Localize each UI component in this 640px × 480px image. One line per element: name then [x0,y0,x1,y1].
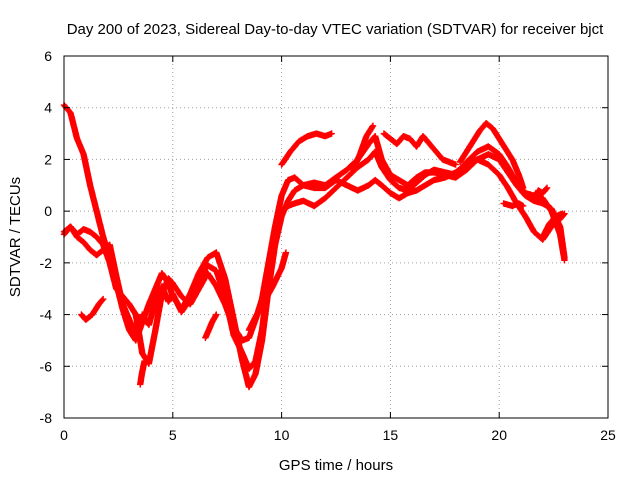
data-series [60,101,568,391]
series-markers [78,295,107,323]
x-tick-label: 5 [169,427,177,443]
series-track-k [456,120,527,192]
series-markers [60,101,568,391]
series-track-n [539,210,566,241]
series-track-j [380,130,459,168]
series-track-c [60,156,568,367]
series-markers [539,210,566,241]
x-axis-title: GPS time / hours [279,457,393,474]
y-tick-label: 6 [44,48,52,64]
series-track-g [245,249,290,334]
y-tick-label: 4 [44,100,52,116]
y-axis-title: SDTVAR / TECUs [7,177,24,297]
x-tick-label: 15 [383,427,399,443]
series-markers [350,122,377,173]
y-tick-label: -4 [40,307,53,323]
y-tick-label: -6 [40,358,53,374]
y-tick-label: 0 [44,203,52,219]
plot-frame [63,55,609,419]
series-markers [60,156,568,367]
x-tick-label: 10 [274,427,290,443]
series-track-i [350,122,377,173]
series-track-d [78,295,107,323]
series-markers [380,130,459,168]
series-markers [500,200,527,210]
chart-title: Day 200 of 2023, Sidereal Day-to-day VTE… [67,21,604,38]
series-track-f [202,311,220,341]
x-tick-label: 0 [60,427,68,443]
axis-ticks: 0 5 10 15 20 25 -8 -6 -4 -2 0 2 4 6 [40,48,616,443]
x-tick-label: 20 [491,427,507,443]
x-tick-label: 25 [600,427,616,443]
series-markers [202,311,220,341]
series-markers [456,120,527,192]
series-track-e [137,357,148,388]
series-markers [245,249,290,334]
series-track-a [60,101,568,391]
series-markers [278,130,335,168]
series-markers [137,357,148,388]
series-markers [530,184,551,202]
y-tick-label: -8 [40,410,53,426]
series-track-l [500,200,527,210]
y-tick-label: -2 [40,255,53,271]
grid-lines [64,56,608,418]
series-track-h [278,130,335,168]
series-track-m [530,184,551,202]
y-tick-label: 2 [44,151,52,167]
